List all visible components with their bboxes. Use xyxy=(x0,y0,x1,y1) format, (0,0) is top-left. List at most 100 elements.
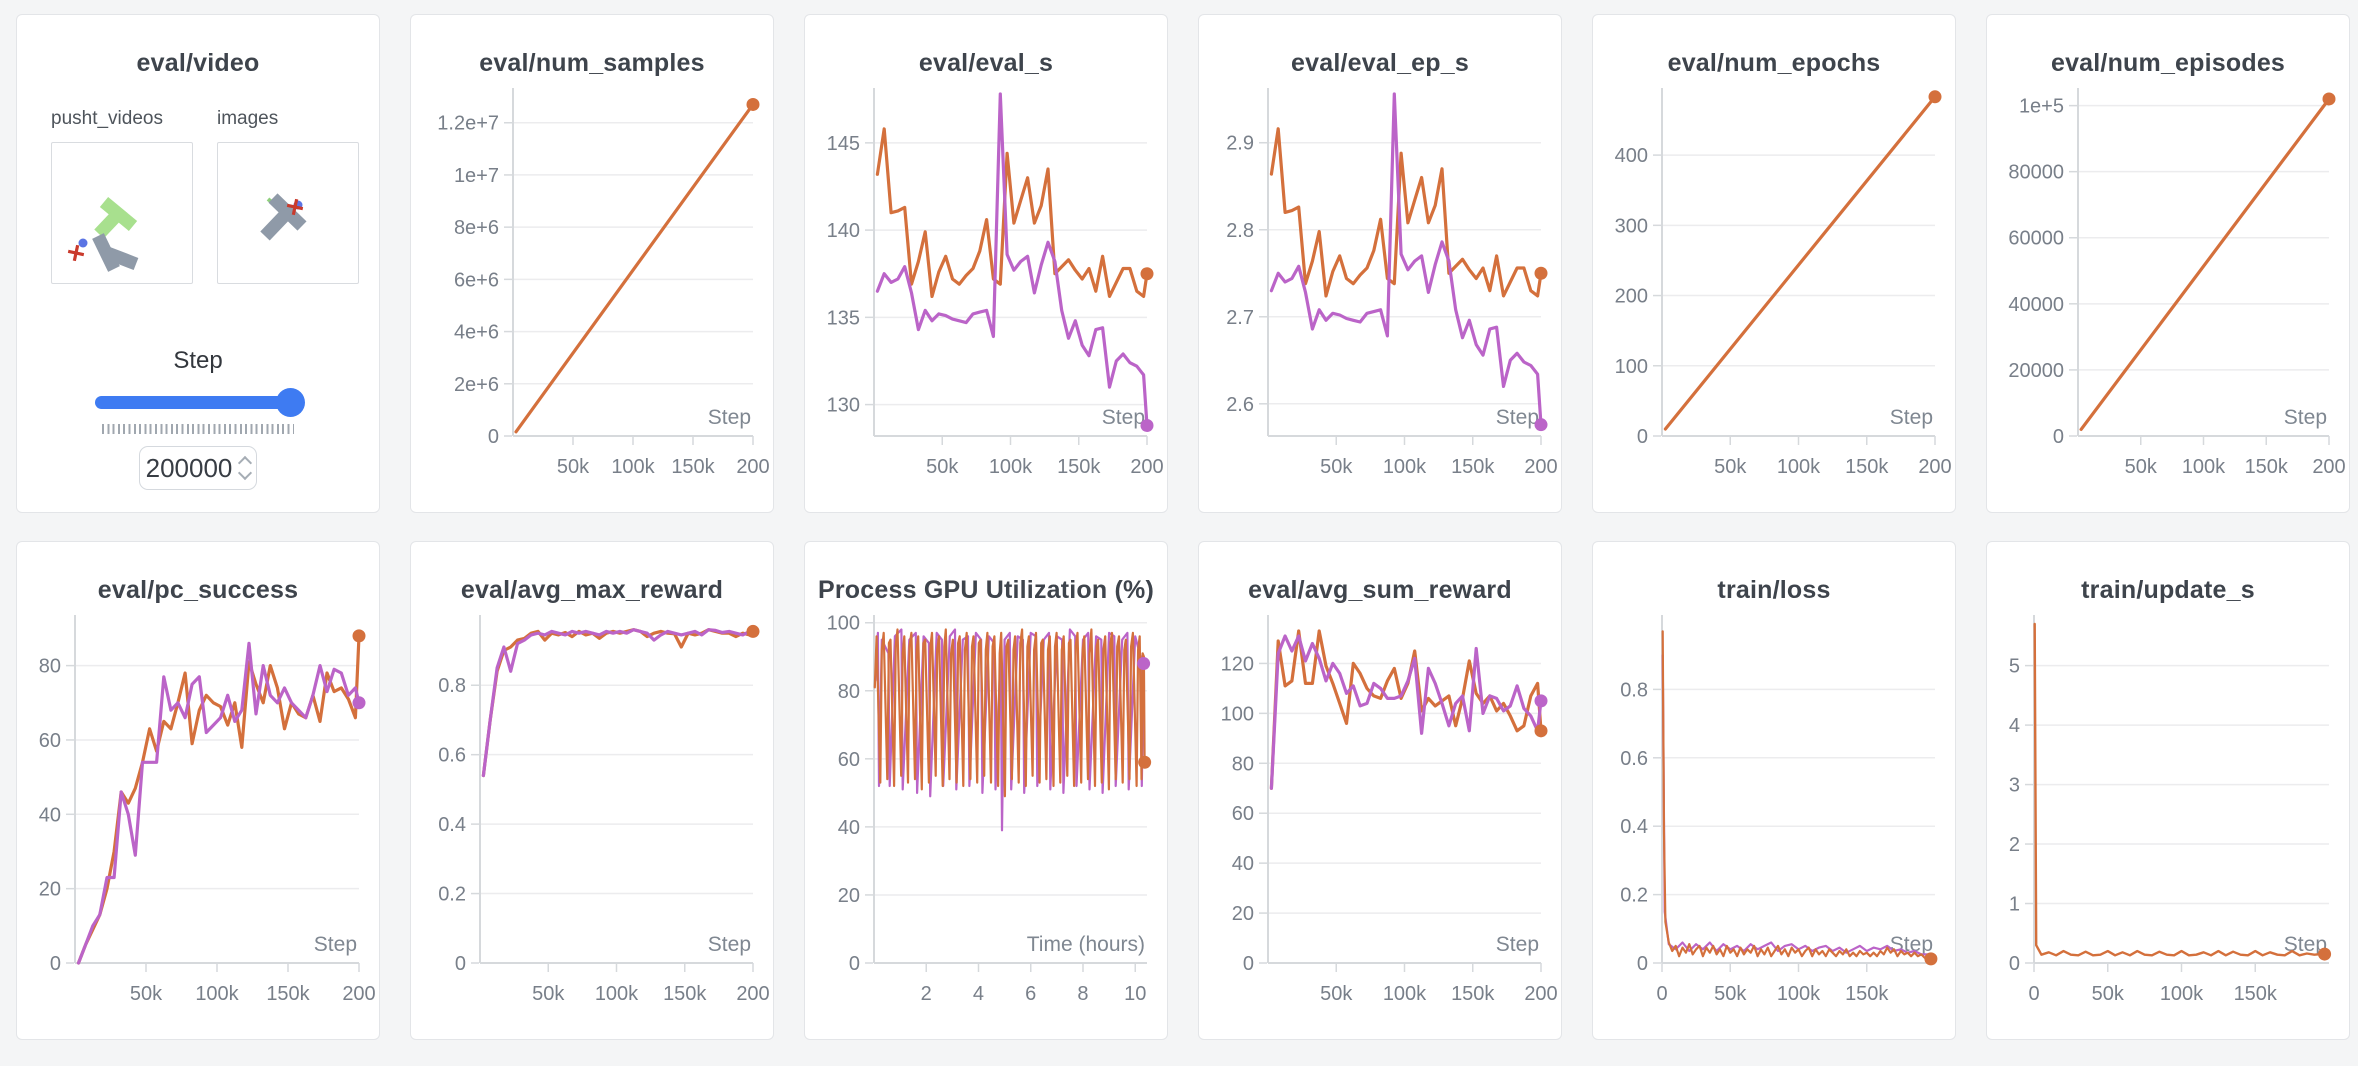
svg-text:Step: Step xyxy=(1496,406,1539,429)
svg-text:100k: 100k xyxy=(195,983,239,1005)
svg-text:150k: 150k xyxy=(1451,983,1495,1005)
svg-text:100k: 100k xyxy=(595,983,639,1005)
svg-text:0: 0 xyxy=(1243,953,1254,975)
panel-eval-num-epochs[interactable]: eval/num_epochs 0 100 200 300 400 50k 100k 150k… xyxy=(1592,14,1956,513)
svg-text:0: 0 xyxy=(2028,983,2039,1005)
svg-text:1: 1 xyxy=(2009,894,2020,916)
step-slider-thumb[interactable] xyxy=(276,388,305,417)
pusht-green-t-shape xyxy=(94,196,138,239)
svg-text:40: 40 xyxy=(1232,853,1254,875)
svg-text:60: 60 xyxy=(1232,803,1254,825)
svg-text:20: 20 xyxy=(1232,903,1254,925)
step-slider-ticks xyxy=(102,424,294,434)
panel-eval-eval-s[interactable]: eval/eval_s 130 135 140 145 50k 100k 150k 200 St… xyxy=(804,14,1168,513)
svg-text:Step: Step xyxy=(1496,933,1539,956)
panel-train-loss[interactable]: train/loss 0 0.2 0.4 0.6 0.8 0 50k 100k 150k Step xyxy=(1592,541,1956,1040)
images-thumbnail[interactable] xyxy=(217,142,359,284)
svg-text:20000: 20000 xyxy=(2008,360,2064,382)
pusht-video-thumbnail[interactable] xyxy=(51,142,193,284)
svg-text:80000: 80000 xyxy=(2008,162,2064,184)
svg-text:0: 0 xyxy=(1656,983,1667,1005)
svg-text:4: 4 xyxy=(2009,715,2020,737)
svg-text:4: 4 xyxy=(973,983,984,1005)
panel-eval-avg-sum-reward[interactable]: eval/avg_sum_reward 0 20 40 60 80 100 120 50k 10… xyxy=(1198,541,1562,1040)
panel-eval-num-episodes[interactable]: eval/num_episodes 0 20000 40000 60000 80000 1… xyxy=(1986,14,2350,513)
svg-text:20: 20 xyxy=(838,885,860,907)
step-value[interactable]: 200000 xyxy=(145,452,233,483)
svg-text:0.6: 0.6 xyxy=(1620,748,1648,770)
chart-plot: 0 20000 40000 60000 80000 1e+5 50k 100k 150k 200 S… xyxy=(2008,88,2346,478)
media-caption: pusht_videos xyxy=(51,108,163,129)
panel-gpu-utilization[interactable]: Process GPU Utilization (%) 0 20 40 60 80 100… xyxy=(804,541,1168,1040)
chart-plot: 0 0.2 0.4 0.6 0.8 50k 100k 150k 200 Step xyxy=(438,615,770,1005)
svg-text:0.4: 0.4 xyxy=(1620,816,1648,838)
panel-eval-pc-success[interactable]: eval/pc_success 0 20 40 60 80 50k 100k 150k 200 S… xyxy=(16,541,380,1040)
chart-plot: 0 20 40 60 80 50k 100k 150k 200 Step xyxy=(39,615,376,1005)
goal-cross xyxy=(286,198,304,216)
svg-text:80: 80 xyxy=(1232,753,1254,775)
svg-text:100: 100 xyxy=(1221,703,1254,725)
svg-text:200: 200 xyxy=(1524,456,1557,478)
svg-text:4e+6: 4e+6 xyxy=(454,322,499,344)
chart-plot: 0 20 40 60 80 100 2 4 6 8 10 Time (hours) xyxy=(827,613,1152,1005)
svg-text:150k: 150k xyxy=(266,983,310,1005)
svg-text:8e+6: 8e+6 xyxy=(454,217,499,239)
svg-text:50k: 50k xyxy=(2125,456,2158,478)
svg-text:140: 140 xyxy=(827,220,860,242)
chart-title: Process GPU Utilization (%) xyxy=(817,576,1154,604)
svg-text:50k: 50k xyxy=(1714,456,1747,478)
svg-text:100k: 100k xyxy=(1777,456,1821,478)
svg-text:100: 100 xyxy=(1615,356,1648,378)
svg-text:100k: 100k xyxy=(1777,983,1821,1005)
svg-text:Step: Step xyxy=(314,933,357,956)
svg-text:0: 0 xyxy=(1637,953,1648,975)
chart-plot: 2.6 2.7 2.8 2.9 50k 100k 150k 200 Step xyxy=(1226,88,1558,478)
svg-text:100k: 100k xyxy=(2160,983,2204,1005)
svg-text:0.8: 0.8 xyxy=(438,675,466,697)
panel-train-update-s[interactable]: train/update_s 0 1 2 3 4 5 0 50k 100k 150k Step xyxy=(1986,541,2350,1040)
svg-text:200: 200 xyxy=(736,456,769,478)
svg-text:50k: 50k xyxy=(1320,456,1353,478)
panel-grid: eval/video pusht_videos xyxy=(16,14,2350,1040)
svg-text:150k: 150k xyxy=(1845,456,1889,478)
svg-text:5: 5 xyxy=(2009,656,2020,678)
svg-text:0: 0 xyxy=(2009,953,2020,975)
svg-text:Step: Step xyxy=(708,406,751,429)
spinner-down-icon[interactable] xyxy=(238,465,253,481)
svg-text:Time (hours): Time (hours) xyxy=(1027,933,1145,956)
svg-text:150k: 150k xyxy=(1845,983,1889,1005)
svg-text:50k: 50k xyxy=(532,983,565,1005)
svg-text:100k: 100k xyxy=(1383,983,1427,1005)
images-gray-t-shape xyxy=(260,193,307,241)
svg-text:50k: 50k xyxy=(2092,983,2125,1005)
svg-text:0: 0 xyxy=(455,953,466,975)
svg-text:0.2: 0.2 xyxy=(438,884,466,906)
svg-text:8: 8 xyxy=(1077,983,1088,1005)
svg-text:80: 80 xyxy=(39,656,61,678)
svg-text:0: 0 xyxy=(849,953,860,975)
svg-text:60: 60 xyxy=(838,749,860,771)
chart-title: eval/eval_ep_s xyxy=(1291,49,1469,77)
step-number-input[interactable]: 200000 xyxy=(139,446,257,490)
svg-text:50k: 50k xyxy=(926,456,959,478)
step-slider[interactable] xyxy=(95,387,305,417)
step-slider-track[interactable] xyxy=(95,396,301,409)
svg-text:Step: Step xyxy=(2284,933,2327,956)
svg-text:20: 20 xyxy=(39,879,61,901)
chart-title: eval/num_samples xyxy=(479,49,705,77)
chart-plot: 0 1 2 3 4 5 0 50k 100k 150k Step xyxy=(2009,615,2332,1005)
svg-text:1e+7: 1e+7 xyxy=(454,165,499,187)
svg-text:200: 200 xyxy=(736,983,769,1005)
panel-eval-eval-ep-s[interactable]: eval/eval_ep_s 2.6 2.7 2.8 2.9 50k 100k 150k 20… xyxy=(1198,14,1562,513)
svg-text:50k: 50k xyxy=(1714,983,1747,1005)
svg-text:200: 200 xyxy=(1524,983,1557,1005)
goal-cross xyxy=(67,244,85,262)
svg-text:50k: 50k xyxy=(130,983,163,1005)
svg-text:0.6: 0.6 xyxy=(438,745,466,767)
svg-text:0.8: 0.8 xyxy=(1620,679,1648,701)
step-slider-label: Step xyxy=(173,347,223,374)
svg-text:135: 135 xyxy=(827,307,860,329)
panel-eval-num-samples[interactable]: eval/num_samples 0 2e+6 4e+6 6e+6 8e+6 1e+7 1.… xyxy=(410,14,774,513)
panel-eval-avg-max-reward[interactable]: eval/avg_max_reward 0 0.2 0.4 0.6 0.8 50k 100k… xyxy=(410,541,774,1040)
panel-eval-video[interactable]: eval/video pusht_videos xyxy=(16,14,380,513)
